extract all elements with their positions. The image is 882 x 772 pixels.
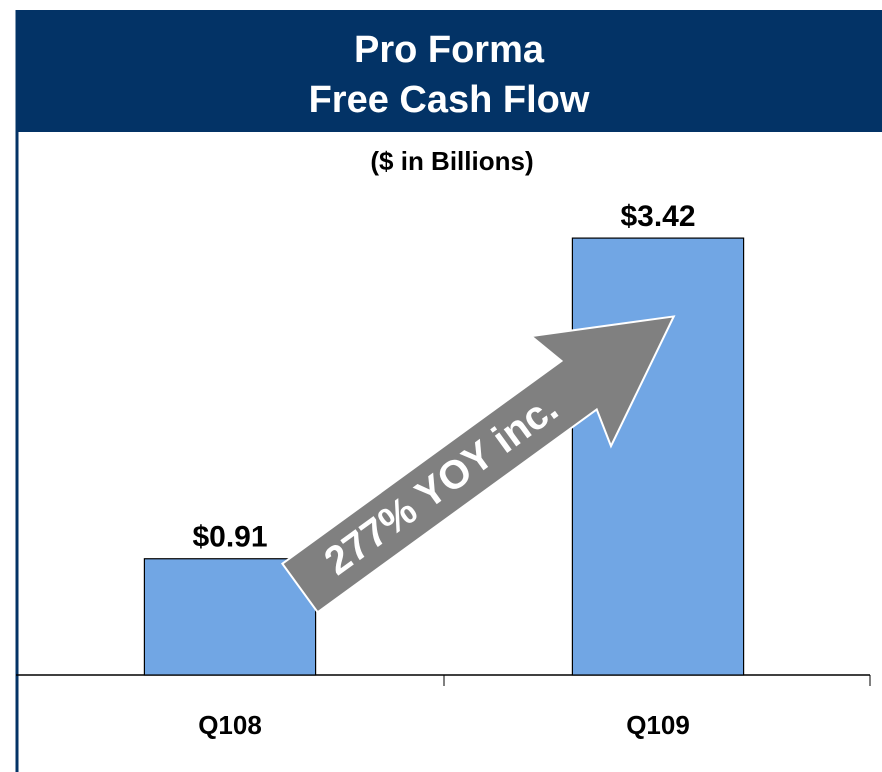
value-label: $0.91	[192, 521, 267, 554]
value-label: $3.42	[620, 200, 695, 233]
bar	[143, 558, 317, 676]
chart-title: Pro Forma	[354, 29, 545, 71]
arrow-shape	[280, 315, 676, 614]
chart-subtitle: ($ in Billions)	[370, 146, 533, 176]
x-tick-label: Q108	[198, 710, 262, 740]
x-tick-label: Q109	[626, 710, 690, 740]
annotation: 277% YOY inc.	[317, 386, 567, 584]
chart-title: Free Cash Flow	[309, 79, 590, 121]
bar	[571, 237, 745, 676]
header-band	[16, 10, 882, 132]
